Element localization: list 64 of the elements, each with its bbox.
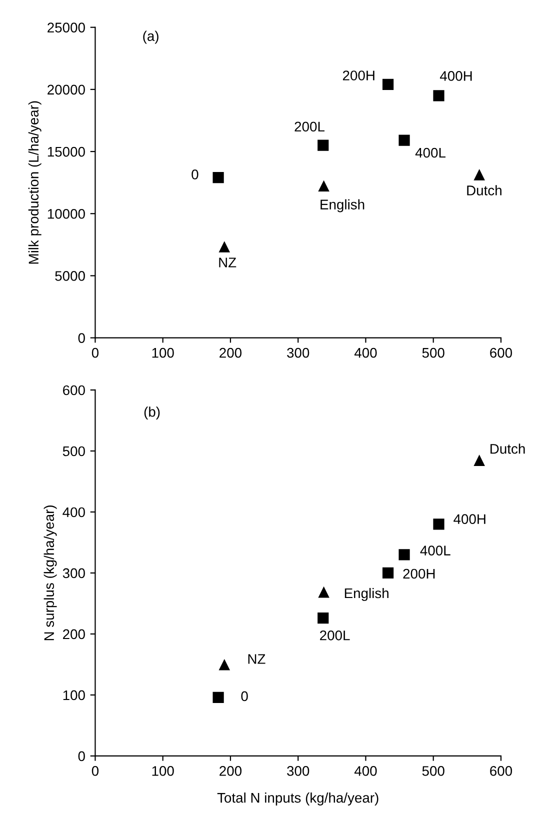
point [474, 170, 485, 180]
y-tick-label: 300 [62, 568, 85, 578]
point [433, 90, 444, 102]
annotation: 400H [454, 514, 486, 524]
point [318, 587, 329, 598]
annotation: NZ [219, 258, 236, 268]
annotation: 0 [192, 170, 198, 180]
point [398, 549, 410, 560]
y-tick-label: 5000 [55, 271, 85, 281]
annotation: 200H [403, 568, 435, 579]
annotation: English [344, 588, 388, 601]
y-tick-label: 100 [63, 690, 85, 700]
y-tick-label: 15000 [48, 146, 85, 157]
y-axis-title: N surplus (kg/ha/year) [44, 506, 57, 640]
annotation: 200L [320, 630, 350, 640]
point [433, 518, 444, 530]
x-tick-label: 600 [490, 766, 512, 776]
annotation: (a) [143, 30, 158, 44]
annotation: 0 [241, 691, 248, 702]
x-tick-label: 500 [422, 348, 444, 358]
x-tick-label: 100 [152, 766, 174, 776]
annotation: 400L [420, 546, 450, 556]
x-tick-label: 0 [92, 348, 99, 358]
point [318, 181, 329, 192]
x-axis-title: Total N inputs (kg/ha/year) [217, 792, 378, 806]
y-tick-label: 0 [78, 333, 85, 343]
y-tick-label: 25000 [48, 22, 85, 32]
x-tick-label: 200 [220, 766, 242, 776]
x-tick-label: 400 [354, 348, 377, 358]
point [398, 134, 410, 146]
annotation: 200H [342, 70, 374, 80]
y-tick-label: 20000 [48, 84, 85, 95]
y-tick-label: 600 [63, 385, 85, 396]
x-tick-label: 300 [287, 766, 310, 776]
y-axis-title: Milk production (L/ha/year) [28, 101, 42, 264]
y-tick-label: 0 [78, 751, 85, 762]
x-tick-label: 600 [490, 348, 512, 358]
x-tick-label: 300 [287, 348, 310, 358]
x-tick-label: 500 [422, 766, 444, 776]
point [382, 78, 394, 90]
x-tick-label: 100 [152, 348, 174, 358]
point [474, 456, 485, 466]
point [318, 140, 329, 151]
point [219, 242, 230, 252]
annotation: (b) [144, 406, 160, 420]
y-tick-label: 10000 [48, 208, 85, 219]
annotation: English [320, 199, 364, 212]
point [219, 660, 230, 670]
annotation: 400L [415, 148, 446, 158]
annotation: NZ [248, 654, 266, 664]
annotation: Dutch [490, 444, 525, 454]
x-tick-label: 200 [220, 348, 242, 358]
y-tick-label: 200 [63, 629, 85, 640]
x-tick-label: 0 [92, 766, 99, 776]
point [382, 567, 394, 579]
annotation: 200L [294, 122, 324, 132]
annotation: Dutch [467, 185, 502, 196]
point [212, 692, 224, 703]
point [212, 172, 224, 184]
y-tick-label: 400 [62, 507, 85, 518]
y-tick-label: 500 [62, 446, 85, 456]
point [318, 612, 329, 624]
annotation: 400H [440, 71, 472, 81]
x-tick-label: 400 [354, 766, 377, 776]
